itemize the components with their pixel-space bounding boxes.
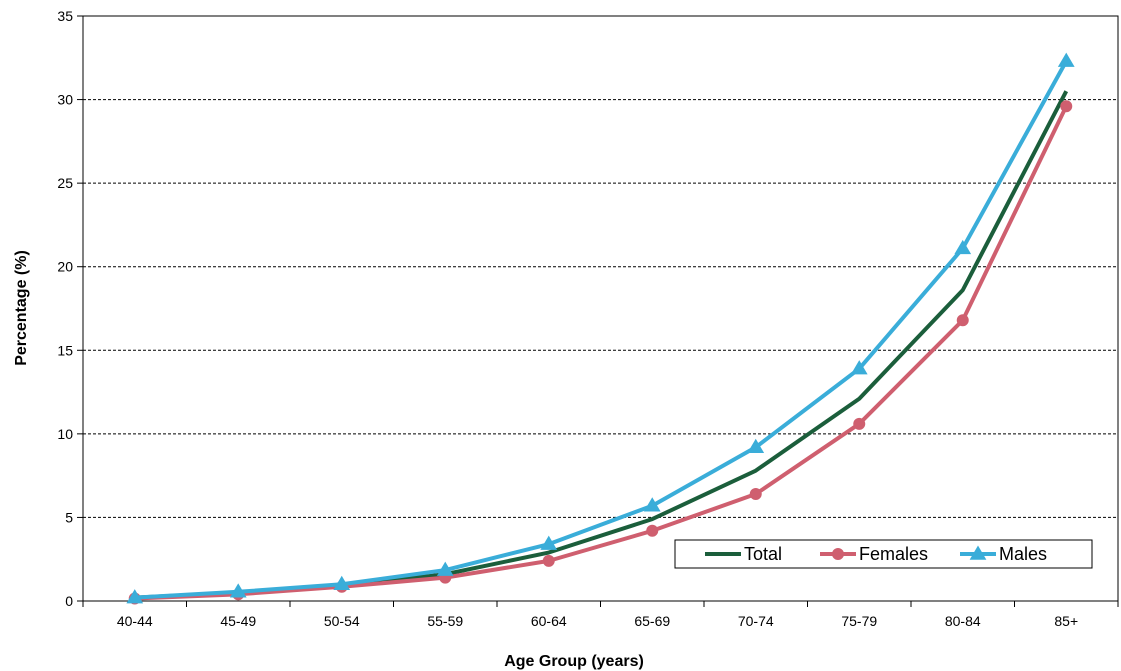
y-tick-label: 0	[65, 593, 73, 609]
x-tick-label: 85+	[1054, 613, 1078, 629]
legend-box	[674, 539, 1093, 569]
x-tick-label: 40-44	[117, 613, 153, 629]
data-point-males	[1057, 52, 1075, 67]
y-tick-label: 35	[57, 8, 73, 24]
x-axis-ticks: 40-44 45-49 50-54 55-59 60-64 65-69 70-74 75-79…	[82, 601, 1119, 629]
data-point-females	[542, 554, 555, 567]
data-point-males	[333, 575, 351, 591]
x-tick-label: 50-54	[324, 613, 360, 629]
data-point-males	[954, 239, 972, 255]
x-tick-label: 80-84	[945, 613, 981, 629]
y-tick-label: 25	[57, 175, 73, 191]
legend-label-total: Total	[744, 544, 782, 564]
y-tick-label: 5	[65, 509, 73, 525]
legend-marker-males	[969, 545, 987, 560]
axes	[82, 15, 1119, 602]
x-tick-label: 65-69	[634, 613, 670, 629]
y-tick-label: 20	[57, 259, 73, 275]
x-tick-label: 60-64	[531, 613, 567, 629]
plot-area-border	[82, 15, 1119, 602]
legend-label-females: Females	[859, 544, 928, 564]
data-point-females	[749, 488, 762, 501]
x-tick-label: 70-74	[738, 613, 774, 629]
series-line-total	[134, 90, 1069, 600]
data-point-males	[643, 497, 661, 512]
x-tick-label: 45-49	[220, 613, 256, 629]
y-tick-label: 30	[57, 92, 73, 108]
series-line-females	[134, 105, 1069, 601]
data-point-males	[850, 360, 868, 375]
legend-label-males: Males	[999, 544, 1047, 564]
data-point-males	[229, 583, 247, 598]
data-point-males	[540, 535, 558, 550]
series-group	[126, 52, 1075, 605]
x-tick-label: 55-59	[427, 613, 463, 629]
data-point-females	[1060, 100, 1073, 113]
data-point-females	[956, 314, 969, 327]
data-point-males	[436, 561, 454, 576]
y-tick-label: 10	[57, 426, 73, 442]
data-point-females	[646, 524, 659, 537]
y-axis-ticks: 0 5 10 15 20 25 30 35	[57, 8, 83, 609]
x-tick-label: 75-79	[841, 613, 877, 629]
y-axis-title: Percentage (%)	[13, 250, 30, 366]
data-point-males	[747, 438, 765, 453]
data-point-males	[126, 589, 144, 604]
series-line-males	[134, 60, 1069, 600]
x-axis-title: Age Group (years)	[504, 653, 644, 670]
legend: Total Females Males	[674, 539, 1093, 569]
data-point-females	[853, 417, 866, 430]
gridlines	[83, 15, 1118, 518]
y-tick-label: 15	[57, 342, 73, 358]
legend-marker-females	[832, 548, 844, 560]
